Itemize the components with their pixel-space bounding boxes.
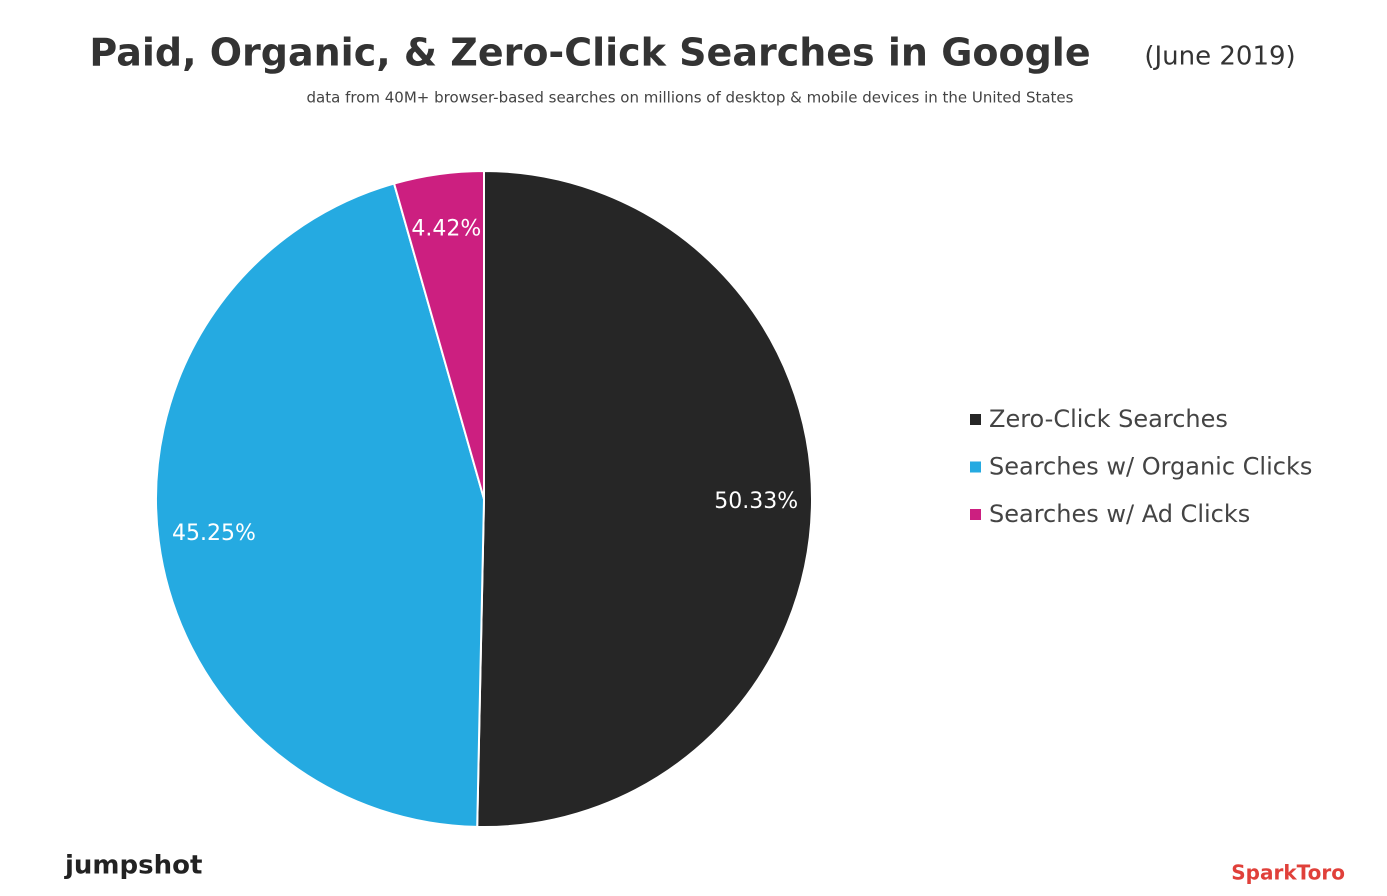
logo-left: jumpshot bbox=[64, 851, 202, 881]
pie-slice bbox=[392, 169, 485, 500]
legend-label: Searches w/ Ad Clicks bbox=[989, 500, 1250, 528]
value-label: 50.33% bbox=[714, 489, 798, 514]
pie-slice bbox=[476, 169, 813, 828]
legend-swatch bbox=[970, 509, 981, 520]
legend-swatch bbox=[970, 461, 981, 473]
pie-slice bbox=[155, 182, 486, 828]
legend-label: Zero-Click Searches bbox=[989, 405, 1228, 433]
chart-title: Paid, Organic, & Zero-Click Searches in … bbox=[89, 31, 1090, 75]
logo-right: SparkToro bbox=[1231, 861, 1345, 885]
legend-label: Searches w/ Organic Clicks bbox=[989, 453, 1312, 481]
value-label: 4.42% bbox=[411, 216, 481, 241]
chart-title-suffix: (June 2019) bbox=[1144, 42, 1295, 72]
value-label: 45.25% bbox=[172, 521, 256, 546]
chart-subtitle: data from 40M+ browser-based searches on… bbox=[307, 89, 1074, 107]
legend-swatch bbox=[970, 414, 981, 425]
